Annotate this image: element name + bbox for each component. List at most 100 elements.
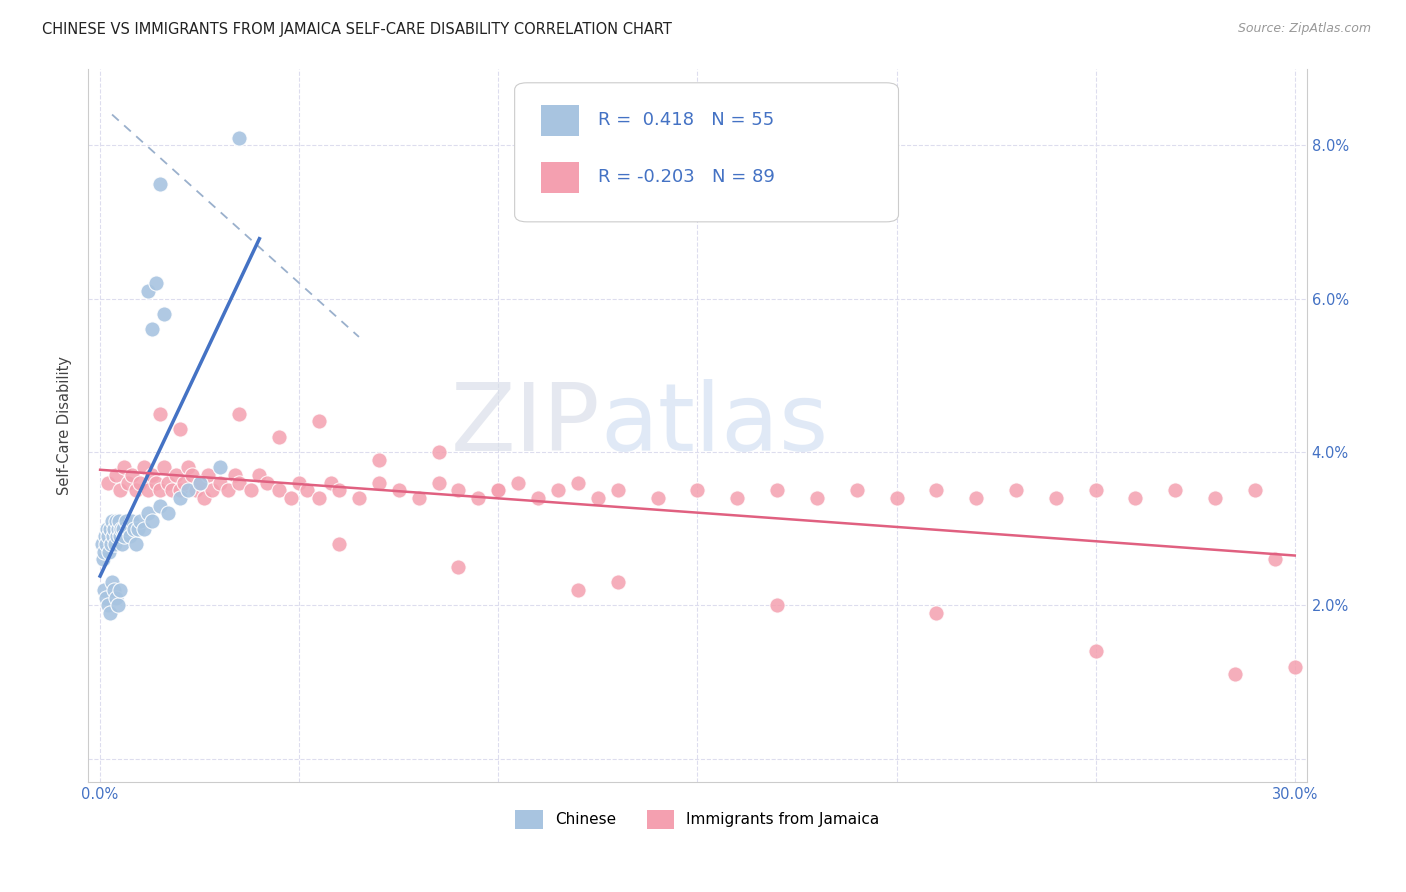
Point (101, 514, 124, 528)
Point (308, 491, 330, 505)
Y-axis label: Self-Care Disability: Self-Care Disability (58, 356, 72, 494)
Point (91, 537, 114, 551)
Point (228, 475, 250, 490)
Point (103, 582, 125, 597)
Point (347, 491, 370, 505)
Point (132, 522, 155, 536)
Point (108, 483, 131, 498)
Point (180, 467, 202, 482)
Point (177, 483, 200, 498)
Point (925, 606, 948, 620)
Legend: Chinese, Immigrants from Jamaica: Chinese, Immigrants from Jamaica (509, 804, 886, 835)
Point (101, 529, 124, 543)
Text: atlas: atlas (600, 379, 828, 471)
Point (328, 537, 350, 551)
Point (886, 491, 908, 505)
FancyBboxPatch shape (515, 83, 898, 222)
Point (367, 475, 389, 490)
Point (141, 467, 163, 482)
Point (108, 529, 131, 543)
Point (567, 475, 589, 490)
Point (121, 467, 143, 482)
Point (121, 514, 143, 528)
Point (149, 177, 172, 191)
Point (97, 599, 120, 613)
Point (1223, 667, 1246, 681)
Point (94, 537, 117, 551)
Point (105, 591, 128, 605)
Point (149, 483, 172, 498)
Text: Source: ZipAtlas.com: Source: ZipAtlas.com (1237, 22, 1371, 36)
Point (94, 529, 117, 543)
Point (447, 560, 470, 574)
Point (247, 467, 270, 482)
Point (125, 483, 148, 498)
Point (1084, 644, 1107, 658)
Point (766, 599, 789, 613)
Point (108, 514, 131, 528)
Point (508, 475, 530, 490)
Point (806, 491, 828, 505)
Point (217, 483, 239, 498)
Point (160, 483, 183, 498)
Point (427, 475, 450, 490)
Point (96, 522, 118, 536)
Point (328, 483, 350, 498)
Point (97, 529, 120, 543)
Text: ZIP: ZIP (450, 379, 600, 471)
Point (586, 491, 609, 505)
Point (1005, 483, 1028, 498)
Point (188, 475, 211, 490)
Point (1204, 491, 1226, 505)
Point (725, 491, 748, 505)
Point (606, 575, 628, 590)
Point (200, 483, 222, 498)
Point (156, 506, 179, 520)
Point (94, 591, 117, 605)
Point (295, 483, 318, 498)
Point (98, 606, 121, 620)
Point (1084, 483, 1107, 498)
Point (136, 483, 159, 498)
Point (97, 475, 120, 490)
Point (93, 544, 115, 558)
Point (845, 483, 868, 498)
Point (256, 475, 278, 490)
Point (100, 537, 122, 551)
Point (486, 483, 509, 498)
Point (101, 575, 124, 590)
Point (112, 522, 135, 536)
Text: CHINESE VS IMMIGRANTS FROM JAMAICA SELF-CARE DISABILITY CORRELATION CHART: CHINESE VS IMMIGRANTS FROM JAMAICA SELF-… (42, 22, 672, 37)
Point (1045, 491, 1067, 505)
Point (447, 483, 470, 498)
Point (367, 452, 389, 467)
Point (153, 307, 176, 321)
Point (169, 491, 191, 505)
Point (104, 537, 127, 551)
Point (112, 460, 135, 475)
Point (136, 506, 159, 520)
Point (269, 483, 291, 498)
Point (122, 522, 145, 536)
Point (117, 522, 139, 536)
Point (145, 277, 167, 291)
Point (647, 491, 669, 505)
Point (105, 514, 128, 528)
Point (132, 460, 155, 475)
Point (141, 514, 163, 528)
Point (228, 407, 250, 421)
Point (686, 483, 709, 498)
Point (169, 422, 191, 436)
Point (118, 529, 141, 543)
Point (105, 467, 128, 482)
Point (107, 522, 129, 536)
Point (169, 483, 191, 498)
Point (117, 475, 139, 490)
Point (112, 529, 135, 543)
Point (527, 491, 550, 505)
Point (129, 475, 152, 490)
Point (224, 467, 246, 482)
Point (127, 522, 149, 536)
Point (156, 475, 179, 490)
Text: R = -0.203   N = 89: R = -0.203 N = 89 (598, 168, 775, 186)
